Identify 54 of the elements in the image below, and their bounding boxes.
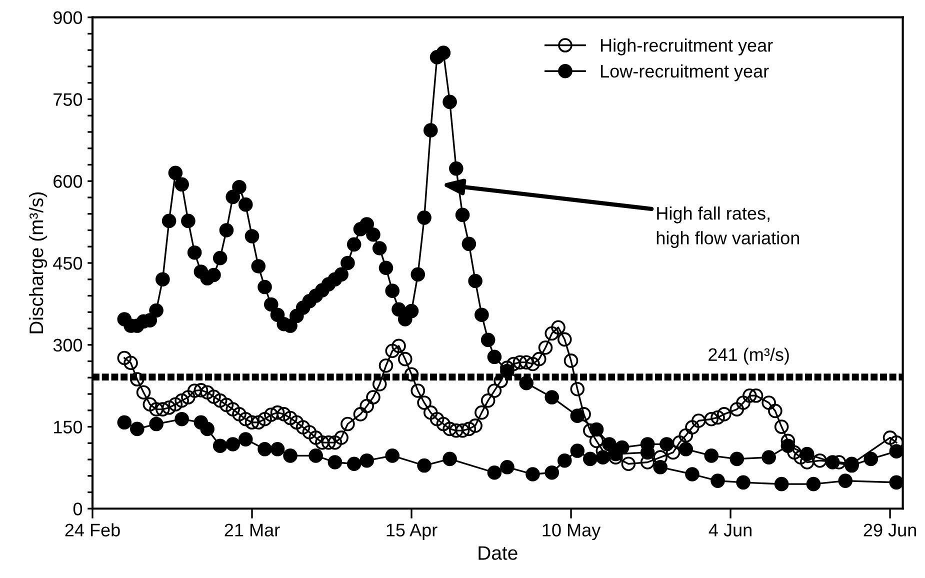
point <box>360 453 374 468</box>
point <box>544 465 560 480</box>
point <box>806 476 821 492</box>
y-tick-label: 150 <box>54 420 82 434</box>
point <box>238 432 253 446</box>
point <box>710 474 725 488</box>
point <box>200 422 214 436</box>
point <box>500 460 514 474</box>
point <box>557 453 572 468</box>
y-tick-label: 600 <box>54 175 82 188</box>
point <box>417 458 432 473</box>
point <box>270 442 285 456</box>
point <box>149 416 164 432</box>
x-axis-title: Date <box>478 546 518 560</box>
x-tick-label: 24 Feb <box>65 523 120 536</box>
point <box>608 446 623 462</box>
y-axis-title: Discharge (m³/s) <box>28 192 48 334</box>
point <box>653 460 668 474</box>
annotation: High fall rates, high flow variation <box>656 206 800 248</box>
point <box>130 422 144 436</box>
point <box>442 452 457 466</box>
point <box>838 474 853 488</box>
point <box>174 412 189 426</box>
y-tick-label: 450 <box>53 256 82 270</box>
y-tick-label: 0 <box>73 502 82 516</box>
point <box>596 450 610 464</box>
point <box>308 448 323 463</box>
point <box>736 475 750 490</box>
point <box>774 476 789 492</box>
point <box>226 437 240 452</box>
y-tick-label: 300 <box>53 338 82 352</box>
point <box>328 455 342 470</box>
point <box>526 467 540 482</box>
x-tick-label: 15 Apr <box>386 524 438 540</box>
x-tick-label: 29 Jun <box>864 524 916 536</box>
point <box>385 448 400 463</box>
legend-label: Low-recruitment year <box>601 64 769 82</box>
y-tick-label: 900 <box>54 11 82 24</box>
point <box>117 415 132 430</box>
ref-line-label: 241 (m³/s) <box>708 348 789 365</box>
point <box>258 442 272 456</box>
point <box>570 444 585 458</box>
point <box>212 438 228 454</box>
point <box>283 448 298 463</box>
point <box>346 456 362 472</box>
x-tick-label: 10 May <box>542 524 601 540</box>
x-tick-label: 21 Mar <box>224 524 280 536</box>
point <box>889 475 903 490</box>
point <box>583 452 598 466</box>
x-tick-label: 4 Jun <box>708 524 752 536</box>
point <box>685 467 700 482</box>
legend-label: High-recruitment year <box>601 38 773 56</box>
point <box>487 465 502 480</box>
y-tick-label: 750 <box>54 93 82 106</box>
